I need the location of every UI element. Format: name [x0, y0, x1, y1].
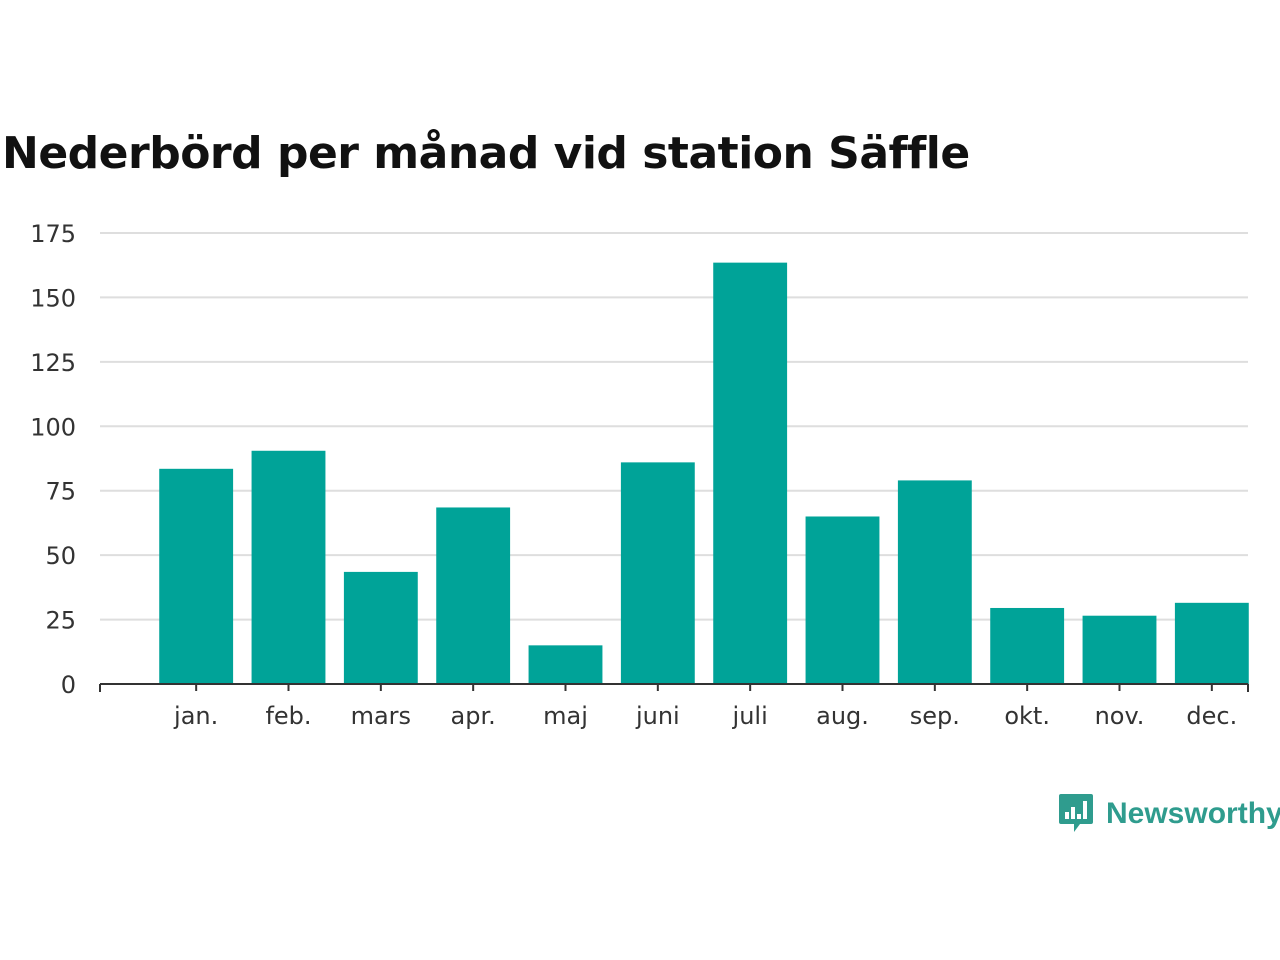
x-tick-label: juli — [732, 702, 768, 730]
bar-mars — [343, 571, 418, 684]
y-tick-label: 125 — [30, 349, 76, 377]
y-tick-label: 25 — [45, 607, 76, 635]
x-tick-label: juni — [635, 702, 680, 730]
x-tick-label: maj — [543, 702, 588, 730]
x-tick-label: dec. — [1186, 702, 1237, 730]
y-tick-label: 150 — [30, 284, 76, 312]
newsworthy-logo-icon — [1059, 794, 1093, 832]
x-tick-label: okt. — [1004, 702, 1050, 730]
y-axis-tick-labels: 0 25 50 75 100 125 150 175 — [30, 220, 76, 699]
bar-sep — [897, 480, 972, 684]
bar-apr — [436, 507, 511, 684]
bar-dec — [1174, 602, 1249, 684]
bar-feb — [251, 450, 326, 684]
y-tick-label: 0 — [61, 671, 76, 699]
x-axis — [99, 683, 1249, 692]
y-tick-label: 175 — [30, 220, 76, 248]
x-tick-label: apr. — [451, 702, 496, 730]
brand-name: Newsworthy — [1106, 797, 1280, 830]
bar-maj — [528, 645, 603, 684]
bar-nov — [1082, 615, 1157, 684]
x-tick-label: mars — [351, 702, 411, 730]
x-tick-label: sep. — [910, 702, 960, 730]
x-tick-label: feb. — [265, 702, 311, 730]
y-tick-label: 50 — [45, 542, 76, 570]
newsworthy-brand: Newsworthy — [1058, 792, 1280, 836]
x-tick-label: jan. — [173, 702, 218, 730]
y-tick-label: 100 — [30, 413, 76, 441]
bar-okt — [990, 607, 1065, 684]
bar-juni — [620, 462, 695, 684]
x-axis-tick-labels: jan. feb. mars apr. maj juni juli aug. sep. okt. n… — [173, 702, 1237, 730]
bar-juli — [713, 262, 788, 684]
chart-title: Nederbörd per månad vid station Säffle — [2, 128, 970, 179]
x-tick-label: nov. — [1095, 702, 1145, 730]
bars — [159, 262, 1249, 684]
y-tick-label: 75 — [45, 478, 76, 506]
x-tick-label: aug. — [816, 702, 869, 730]
bar-aug — [805, 516, 880, 684]
bar-jan — [159, 468, 234, 684]
